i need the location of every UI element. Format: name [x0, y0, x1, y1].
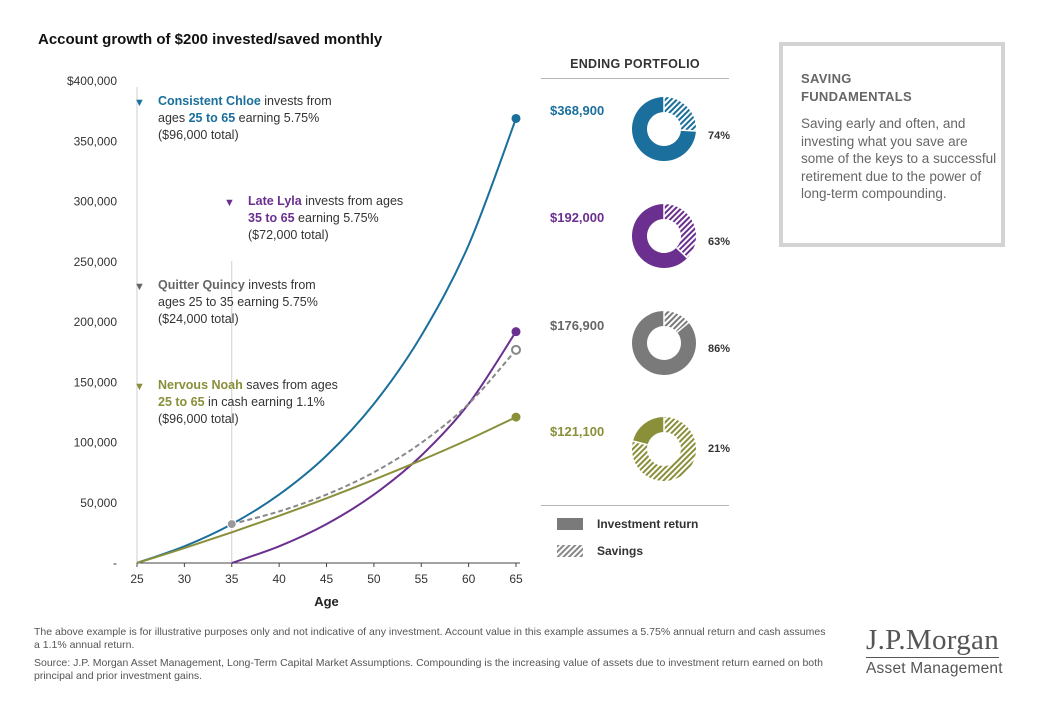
y-tick-label: 250,000 [74, 255, 118, 269]
callout-lyla-name: Late Lyla [248, 194, 302, 208]
ending-portfolio-bottom-rule [541, 505, 729, 506]
donut-return-noah [633, 417, 664, 445]
x-tick-label: 60 [462, 572, 476, 586]
legend-investment-return: Investment return [557, 517, 698, 531]
y-tick-label: 150,000 [74, 375, 118, 389]
series-line-chloe [137, 119, 516, 564]
callout-chloe-highlight: 25 to 65 [189, 111, 236, 125]
callout-lyla: ▼ Late Lyla invests from ages 35 to 65 e… [248, 193, 403, 244]
logo-wordmark: J.P.Morgan [866, 625, 999, 658]
ending-value-chloe: $368,900 [550, 103, 604, 118]
ending-value-noah: $121,100 [550, 424, 604, 439]
noah-marker-icon: ▼ [134, 379, 145, 396]
series-end-point-quincy [512, 346, 520, 354]
legend-investment-label: Investment return [597, 517, 698, 531]
ending-portfolio-title: ENDING PORTFOLIO [541, 57, 729, 71]
series-line-lyla [232, 332, 516, 563]
y-tick-label: $400,000 [67, 74, 117, 88]
y-tick-label: - [113, 556, 117, 570]
series-line-noah [137, 417, 516, 563]
y-tick-label: 100,000 [74, 436, 118, 450]
callout-quincy-name: Quitter Quincy [158, 278, 245, 292]
callout-chloe-t2: ages [158, 111, 189, 125]
y-tick-label: 300,000 [74, 195, 118, 209]
x-tick-label: 30 [178, 572, 192, 586]
y-tick-label: 50,000 [80, 496, 117, 510]
callout-noah-name: Nervous Noah [158, 378, 243, 392]
x-tick-label: 45 [320, 572, 334, 586]
callout-lyla-t3: earning 5.75% [295, 211, 379, 225]
legend-savings: Savings [557, 544, 643, 558]
x-tick-label: 40 [272, 572, 286, 586]
ending-pct-chloe: 74% [708, 130, 730, 142]
x-tick-label: 25 [130, 572, 144, 586]
callout-noah-t1: saves from ages [243, 378, 338, 392]
ending-value-lyla: $192,000 [550, 210, 604, 225]
saving-fundamentals-box: SAVING FUNDAMENTALS Saving early and oft… [779, 42, 1005, 247]
y-tick-label: 350,000 [74, 134, 118, 148]
saving-fundamentals-title: SAVING FUNDAMENTALS [801, 70, 912, 106]
x-axis-title: Age [314, 594, 339, 609]
ending-value-quincy: $176,900 [550, 318, 604, 333]
callout-chloe-total: ($96,000 total) [158, 128, 239, 142]
callout-chloe-t1: invests from [261, 94, 332, 108]
legend-solid-swatch [557, 518, 583, 530]
chloe-marker-icon: ▼ [134, 95, 145, 112]
callout-chloe-t3: earning 5.75% [235, 111, 319, 125]
jpmorgan-logo: J.P.Morgan Asset Management [866, 625, 1026, 678]
callout-noah-t3: in cash earning 1.1% [205, 395, 325, 409]
callout-quincy: ▼ Quitter Quincy invests from ages 25 to… [158, 277, 318, 328]
ending-portfolio-top-rule [541, 78, 729, 79]
series-end-point-lyla [512, 327, 521, 336]
series-end-point-noah [512, 413, 521, 422]
callout-lyla-highlight: 35 to 65 [248, 211, 295, 225]
y-tick-label: 200,000 [74, 315, 118, 329]
legend-hatched-swatch [557, 545, 583, 557]
footnote-disclaimer: The above example is for illustrative pu… [34, 626, 834, 652]
ending-pct-lyla: 63% [708, 236, 730, 248]
donut-savings-chloe [664, 97, 696, 131]
x-tick-label: 35 [225, 572, 239, 586]
callout-lyla-t1: invests from ages [302, 194, 403, 208]
donut-divider2-chloe [681, 130, 696, 131]
callout-quincy-total: ($24,000 total) [158, 312, 239, 326]
callout-quincy-t2: ages 25 to 35 earning 5.75% [158, 295, 318, 309]
ending-pct-noah: 21% [708, 443, 730, 455]
logo-subtitle: Asset Management [866, 660, 1026, 678]
quincy-marker-icon: ▼ [134, 279, 145, 296]
series-end-point-chloe [512, 114, 521, 123]
x-tick-label: 50 [367, 572, 381, 586]
saving-fundamentals-text: Saving early and often, and investing wh… [801, 115, 997, 203]
callout-lyla-total: ($72,000 total) [248, 228, 329, 242]
box-title-line2: FUNDAMENTALS [801, 89, 912, 104]
callout-quincy-t1: invests from [245, 278, 316, 292]
footnote-source: Source: J.P. Morgan Asset Management, Lo… [34, 657, 834, 683]
callout-noah: ▼ Nervous Noah saves from ages 25 to 65 … [158, 377, 338, 428]
box-title-line1: SAVING [801, 71, 852, 86]
donut-savings-lyla [664, 204, 696, 258]
x-tick-label: 65 [509, 572, 523, 586]
lyla-marker-icon: ▼ [224, 195, 235, 212]
callout-chloe: ▼ Consistent Chloe invests from ages 25 … [158, 93, 332, 144]
legend-savings-label: Savings [597, 544, 643, 558]
callout-chloe-name: Consistent Chloe [158, 94, 261, 108]
ending-pct-quincy: 86% [708, 343, 730, 355]
callout-noah-total: ($96,000 total) [158, 412, 239, 426]
callout-noah-highlight: 25 to 65 [158, 395, 205, 409]
series-start-point-quincy [227, 520, 236, 529]
x-tick-label: 55 [415, 572, 429, 586]
